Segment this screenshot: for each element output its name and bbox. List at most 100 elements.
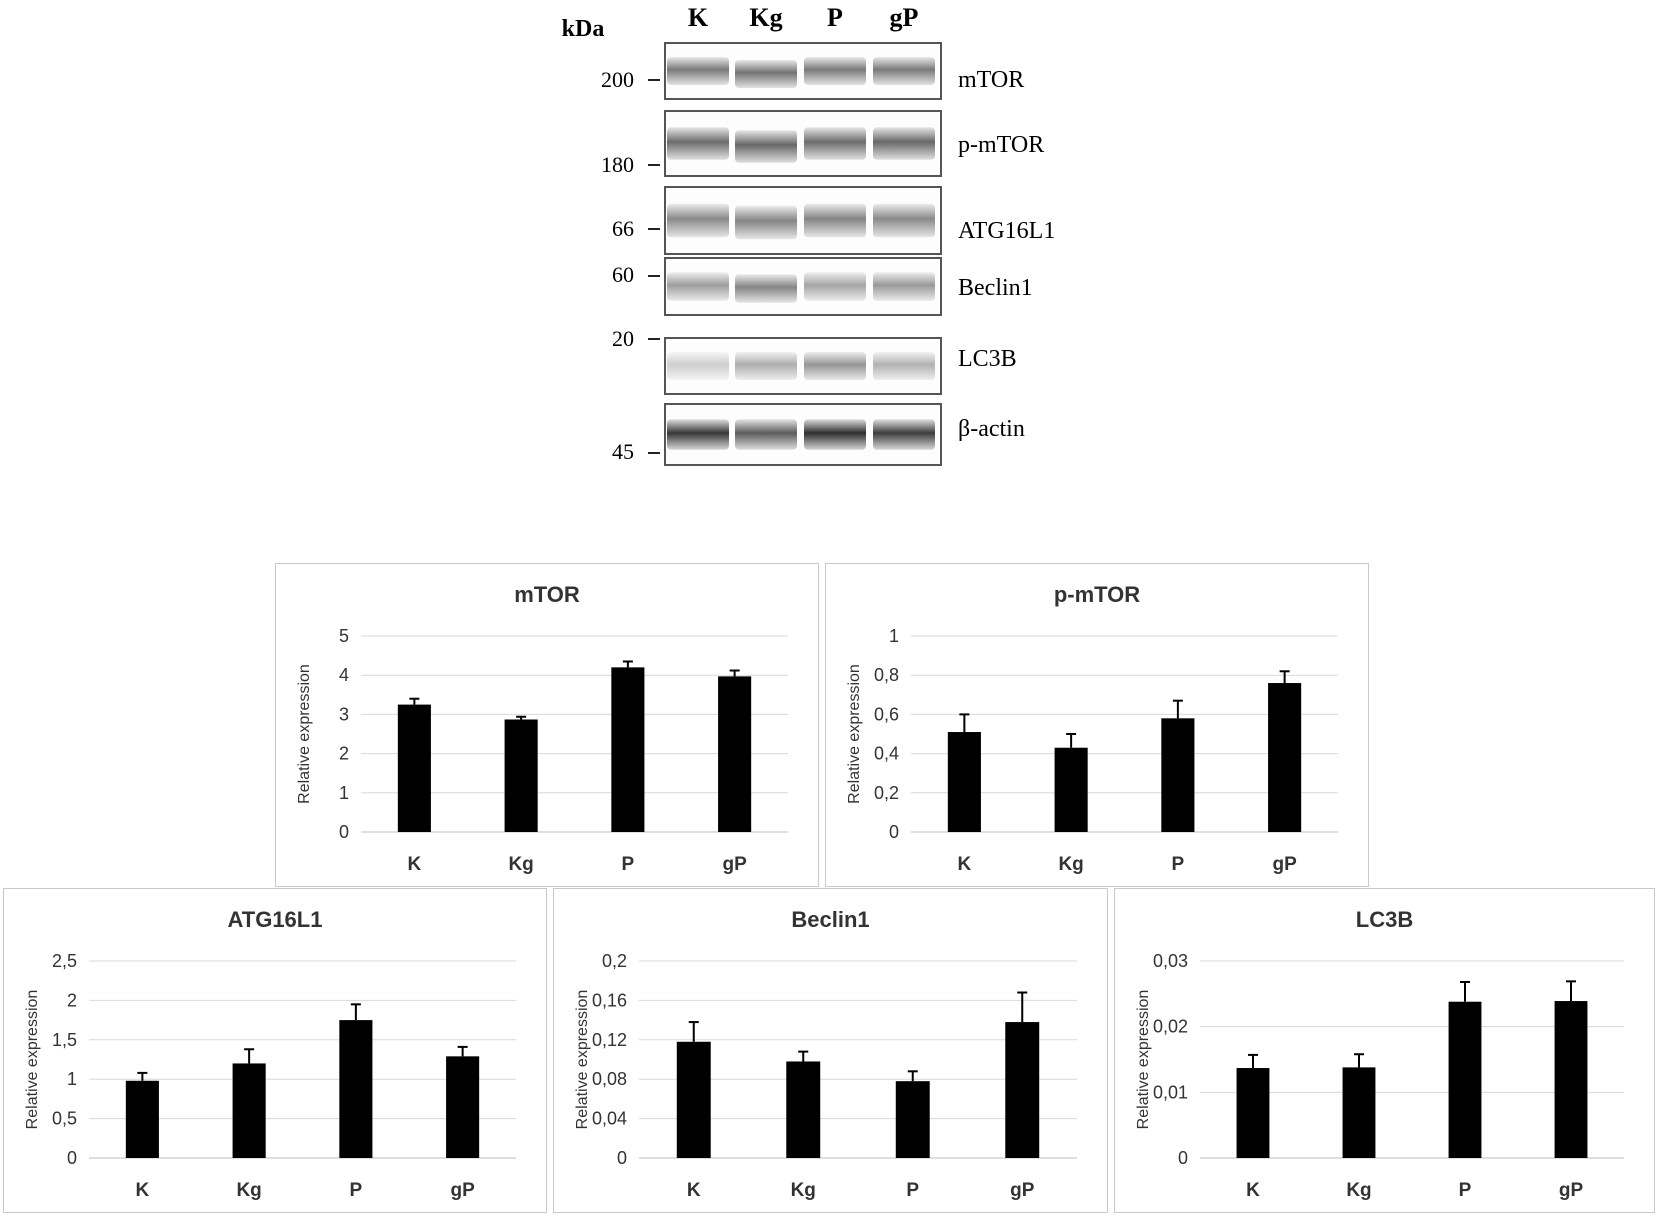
x-tick-label: gP (1272, 854, 1297, 875)
chart-panel-atg16l1: ATG16L1 Relative expression 0 0,5 1 1,5 2 2,5 K K… (3, 888, 547, 1213)
protein-label: ATG16L1 (958, 218, 1055, 244)
y-tick-label: 0,4 (874, 744, 899, 764)
blot-strip: p-mTOR (664, 110, 1044, 177)
lane-label-kg: Kg (749, 3, 782, 32)
bar (125, 1080, 159, 1158)
y-tick-label: 1 (889, 626, 899, 646)
chart-atg16l1: ATG16L1 Relative expression 0 0,5 1 1,5 2 2,5 K K… (24, 907, 516, 1201)
y-tick-label: 2,5 (52, 951, 77, 971)
y-tick-label: 1 (339, 783, 349, 803)
blot-band (804, 127, 866, 160)
marker-label: 20 (612, 326, 634, 351)
blot-band (873, 57, 935, 85)
marker-label: 180 (601, 152, 634, 177)
blot-strip: mTOR (664, 42, 1024, 100)
bar (895, 1081, 930, 1158)
y-tick-label: 0,08 (592, 1069, 627, 1089)
blot-band (735, 419, 797, 450)
bar (1054, 747, 1088, 832)
blot-band (667, 127, 729, 160)
marker-45: 45 (612, 439, 660, 464)
x-tick-label: K (687, 1180, 701, 1201)
bar (232, 1063, 266, 1158)
marker-label: 66 (612, 216, 634, 241)
bar (1448, 1001, 1482, 1158)
marker-66: 66 (612, 216, 660, 241)
blot-band (667, 419, 729, 450)
y-axis-label: Relative expression (1135, 990, 1152, 1130)
blot-band (735, 60, 797, 88)
y-axis-label: Relative expression (296, 664, 313, 804)
marker-180: 180 (601, 152, 660, 177)
blot-band (804, 419, 866, 450)
x-tick-label: P (906, 1180, 919, 1201)
protein-label: LC3B (958, 346, 1017, 372)
y-axis-label: Relative expression (24, 990, 41, 1130)
x-tick-label: P (1459, 1180, 1472, 1201)
bar (504, 719, 538, 832)
bar (718, 676, 752, 832)
y-tick-label: 0 (67, 1148, 77, 1168)
chart-title: mTOR (514, 582, 580, 607)
y-tick-label: 0 (889, 822, 899, 842)
y-tick-label: 0,8 (874, 665, 899, 685)
x-tick-label: P (350, 1180, 363, 1201)
blot-strip: β-actin (664, 403, 1025, 466)
y-tick-label: 0,04 (592, 1109, 627, 1129)
x-tick-label: gP (450, 1180, 475, 1201)
blot-band (735, 205, 797, 240)
y-tick-label: 2 (67, 990, 77, 1010)
blot-band (667, 57, 729, 85)
y-tick-label: 0,5 (52, 1109, 77, 1129)
bar (1342, 1067, 1376, 1158)
chart-panel-beclin1: Beclin1 Relative expression 0 0,04 0,08 0,12 0… (553, 888, 1108, 1213)
y-tick-label: 3 (339, 704, 349, 724)
blot-band (735, 130, 797, 163)
bar (676, 1041, 711, 1158)
x-tick-label: K (408, 854, 422, 875)
bar (611, 667, 645, 832)
chart-beclin1: Beclin1 Relative expression 0 0,04 0,08 0,12 0… (574, 907, 1077, 1201)
x-tick-label: Kg (508, 854, 533, 875)
blot-strip: Beclin1 (664, 257, 1033, 316)
chart-title: Beclin1 (791, 907, 869, 932)
y-axis-label: Relative expression (574, 990, 591, 1130)
x-tick-label: P (622, 854, 635, 875)
lane-label-p: P (827, 3, 843, 32)
blot-band (873, 352, 935, 380)
western-blot-figure: kDa K Kg P gP 200 180 66 60 20 45 mTOR p-… (562, 3, 1055, 466)
blot-strip: LC3B (664, 337, 1017, 395)
y-tick-label: 0,01 (1153, 1082, 1188, 1102)
y-tick-label: 1,5 (52, 1030, 77, 1050)
x-tick-label: Kg (1346, 1180, 1371, 1201)
x-tick-label: Kg (1058, 854, 1083, 875)
marker-label: 60 (612, 262, 634, 287)
y-tick-label: 0,16 (592, 990, 627, 1010)
x-tick-label: gP (1010, 1180, 1035, 1201)
x-tick-label: gP (722, 854, 747, 875)
lane-label-gp: gP (890, 3, 919, 32)
protein-label: β-actin (958, 416, 1025, 442)
blot-strips: mTOR p-mTOR ATG16L1 Beclin1 LC3B β-actin (664, 42, 1055, 466)
y-tick-label: 0 (339, 822, 349, 842)
y-tick-label: 0,2 (602, 951, 627, 971)
y-tick-label: 0,12 (592, 1030, 627, 1050)
x-tick-label: K (1246, 1180, 1260, 1201)
y-tick-label: 0,02 (1153, 1017, 1188, 1037)
y-tick-label: 5 (339, 626, 349, 646)
bar (1268, 683, 1302, 832)
lane-label-k: K (688, 3, 709, 32)
chart-title: ATG16L1 (228, 907, 323, 932)
x-tick-label: Kg (791, 1180, 816, 1201)
blot-band (735, 352, 797, 380)
blot-band (667, 272, 729, 301)
chart-title: p-mTOR (1054, 582, 1140, 607)
bar (1005, 1022, 1040, 1158)
bar (947, 732, 981, 832)
bar (1161, 718, 1195, 832)
y-axis-label: Relative expression (846, 664, 863, 804)
blot-band (873, 272, 935, 301)
blot-band (667, 203, 729, 238)
